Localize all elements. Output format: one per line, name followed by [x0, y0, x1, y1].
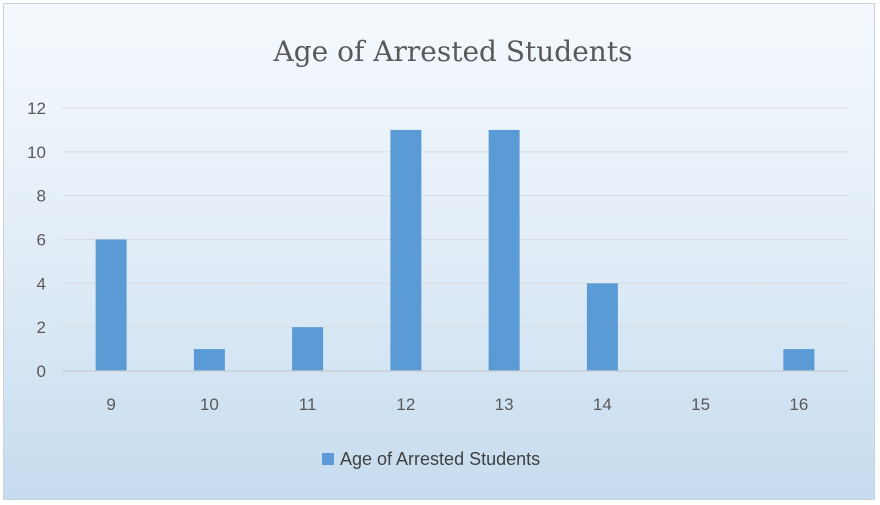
y-tick-label: 10: [27, 143, 46, 162]
x-tick-label: 12: [396, 395, 415, 414]
chart-frame: Age of Arrested Students 0 2 4 6 8 10 12 9 10 11…: [3, 3, 875, 500]
bar-age-11: [292, 327, 324, 371]
x-tick-label: 9: [106, 395, 115, 414]
x-axis-ticks: 9 10 11 12 13 14 15 16: [106, 395, 808, 414]
legend-swatch: [322, 453, 334, 465]
x-tick-label: 11: [299, 395, 317, 414]
legend-label: Age of Arrested Students: [340, 449, 540, 469]
y-tick-label: 6: [37, 231, 46, 250]
y-tick-label: 8: [37, 187, 46, 206]
y-tick-label: 4: [37, 274, 46, 293]
y-axis-ticks: 0 2 4 6 8 10 12: [27, 99, 46, 381]
grid-lines: [62, 107, 848, 328]
y-tick-label: 2: [37, 318, 46, 337]
y-tick-label: 12: [27, 99, 46, 118]
legend: Age of Arrested Students: [322, 449, 540, 469]
bar-age-13: [488, 129, 520, 371]
bar-age-12: [390, 129, 422, 371]
bar-age-14: [586, 283, 618, 371]
x-tick-label: 15: [691, 395, 710, 414]
x-tick-label: 13: [495, 395, 514, 414]
bar-chart: Age of Arrested Students 0 2 4 6 8 10 12 9 10 11…: [27, 35, 848, 469]
bar-age-16: [783, 349, 815, 371]
chart-title: Age of Arrested Students: [273, 35, 633, 68]
bar-age-9: [95, 239, 127, 371]
bar-age-10: [193, 349, 225, 371]
bars: [95, 129, 815, 371]
x-tick-label: 10: [200, 395, 219, 414]
x-tick-label: 16: [789, 395, 808, 414]
y-tick-label: 0: [37, 362, 46, 381]
x-tick-label: 14: [593, 395, 612, 414]
